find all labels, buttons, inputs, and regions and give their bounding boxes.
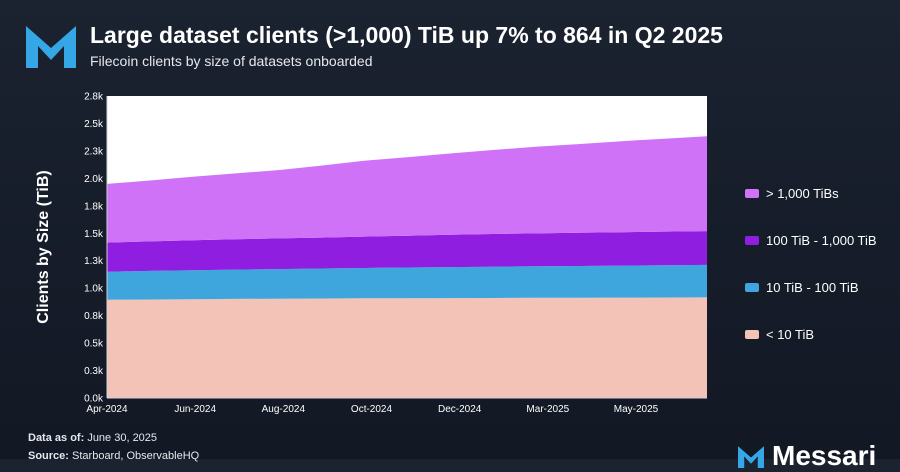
legend-item-lt10: < 10 TiB	[745, 323, 877, 345]
x-tick-label: Aug-2024	[262, 404, 306, 415]
y-tick-label: 2.8k	[84, 92, 104, 103]
messari-brand: Messari	[738, 440, 876, 472]
footer-source: Source: Starboard, ObservableHQ	[28, 450, 199, 462]
y-tick-label: 1.5k	[84, 229, 104, 240]
messari-wordmark: Messari	[772, 440, 877, 471]
chart-legend: > 1,000 TiBs 100 TiB - 1,000 TiB 10 TiB …	[745, 182, 877, 370]
legend-label-100to1000: 100 TiB - 1,000 TiB	[766, 232, 877, 248]
y-tick-label: 1.0k	[84, 284, 104, 295]
legend-item-10to100: 10 TiB - 100 TiB	[745, 276, 877, 298]
y-axis-label: Clients by Size (TiB)	[35, 170, 52, 324]
area-series-100to1000	[107, 231, 707, 272]
stacked-area-chart: 0.0k 0.3k 0.5k 0.8k 1.0k 1.3k 1.5k 1.8k 2.0k 2.3k…	[35, 92, 707, 415]
y-tick-label: 0.8k	[84, 311, 104, 322]
footer-date-value: June 30, 2025	[87, 432, 158, 444]
legend-swatch-lt10	[745, 329, 759, 339]
messari-brand-icon	[738, 446, 764, 468]
messari-logo-icon	[26, 26, 76, 68]
chart-subtitle: Filecoin clients by size of datasets onb…	[90, 53, 373, 69]
x-tick-label: May-2025	[614, 404, 659, 415]
y-tick-label: 0.3k	[84, 366, 104, 377]
area-series-10to100	[107, 264, 707, 300]
y-tick-label: 2.5k	[84, 119, 104, 130]
x-tick-label: Apr-2024	[86, 404, 128, 415]
legend-swatch-100to1000	[745, 235, 759, 245]
y-tick-label: 1.3k	[84, 256, 104, 267]
area-series-lt10	[107, 297, 707, 398]
area-series-gt1000	[107, 136, 707, 243]
footer-source-value: Starboard, ObservableHQ	[72, 450, 200, 462]
y-tick-label: 1.8k	[84, 201, 104, 212]
x-tick-label: Oct-2024	[351, 404, 393, 415]
legend-swatch-10to100	[745, 282, 759, 292]
footer-source-label: Source:	[28, 450, 69, 462]
x-tick-label: Dec-2024	[438, 404, 482, 415]
y-tick-label: 2.3k	[84, 146, 104, 157]
chart-title: Large dataset clients (>1,000) TiB up 7%…	[90, 22, 723, 48]
legend-item-100to1000: 100 TiB - 1,000 TiB	[745, 229, 877, 251]
y-tick-label: 2.0k	[84, 174, 104, 185]
legend-label-10to100: 10 TiB - 100 TiB	[766, 279, 859, 295]
legend-item-gt1000: > 1,000 TiBs	[745, 182, 877, 204]
footer-date: Data as of: June 30, 2025	[28, 432, 157, 444]
legend-label-gt1000: > 1,000 TiBs	[766, 185, 839, 201]
legend-swatch-gt1000	[745, 188, 759, 198]
legend-label-lt10: < 10 TiB	[766, 326, 815, 342]
y-tick-label: 0.5k	[84, 339, 104, 350]
footer-date-label: Data as of:	[28, 432, 85, 444]
x-tick-label: Jun-2024	[174, 404, 216, 415]
x-tick-label: Mar-2025	[526, 404, 569, 415]
y-tick-label: 0.0k	[84, 394, 104, 405]
